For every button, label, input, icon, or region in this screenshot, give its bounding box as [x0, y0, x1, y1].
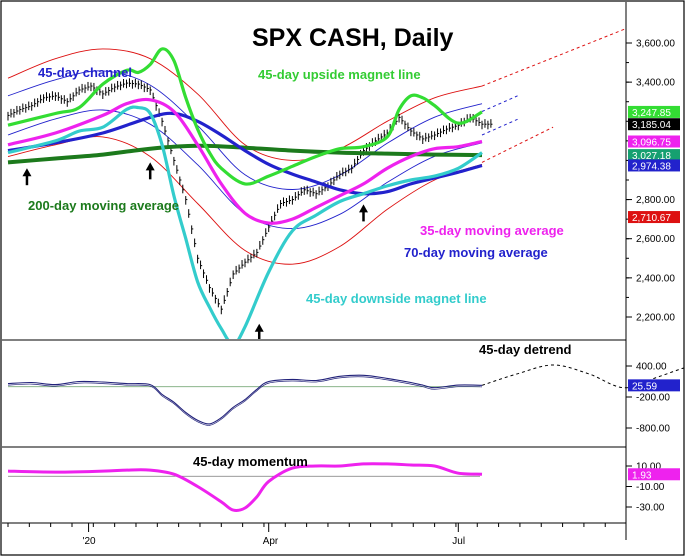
momentum-tick-label: -30.00: [636, 503, 665, 514]
low-arrow-head: [22, 168, 32, 177]
momentum-tick-label: 10.00: [636, 462, 661, 473]
detrend-panel: [7, 364, 685, 426]
momentum-label: 45-day momentum: [193, 454, 308, 469]
value-tag-label: 3,185.04: [632, 120, 671, 131]
detrend-line-noise: [7, 376, 483, 426]
value-tag-bg: [628, 118, 680, 131]
price-tick-label: 3,600.00: [636, 39, 675, 50]
value-tag-bg: [628, 105, 680, 118]
value-tag-bg: [628, 135, 680, 148]
price-tick-label: 2,800.00: [636, 195, 675, 206]
detrend-tag-bg: [628, 379, 680, 392]
axes: 3,600.00 3,400.00 2,800.00 2,600.00 2,400.00…: [7, 39, 675, 547]
momentum-line: [7, 462, 483, 513]
price-panel: [7, 28, 625, 339]
series-ma200: [7, 143, 483, 165]
detrend-line: [7, 374, 483, 425]
value-tag-bg: [628, 149, 680, 162]
value-tag-label: 2,974.38: [632, 161, 671, 172]
series-upside_magnet: [7, 47, 483, 186]
value-tag-bg: [628, 159, 680, 172]
x-tick-label: Apr: [263, 536, 279, 547]
price-tick-label: 3,400.00: [636, 78, 675, 89]
projection-line-1: [481, 95, 518, 112]
projection-line-2: [481, 118, 518, 136]
detrend-tick-label: 400.00: [636, 362, 667, 373]
annotations: 45-day detrend 45-day momentum SPX CASH, D…: [28, 24, 572, 469]
value-tag-bg: [628, 211, 680, 224]
value-tag-label: 2,710.67: [632, 213, 671, 224]
detrend-tick-label: -200.00: [636, 393, 670, 404]
x-tick-label: Jul: [452, 536, 465, 547]
price-tick-label: 2,400.00: [636, 273, 675, 284]
series-ma35: [7, 97, 483, 225]
channel-upper-line: [7, 48, 483, 161]
projection-line-0: [481, 28, 625, 87]
value-tag-label: 3,096.75: [632, 137, 671, 148]
detrend-label: 45-day detrend: [479, 342, 572, 357]
detrend-tag-label: 25.59: [632, 381, 657, 392]
annotation-ma35: 35-day moving average: [420, 223, 564, 238]
momentum-tick-label: -10.00: [636, 482, 665, 493]
low-arrow-head: [145, 162, 155, 171]
momentum-tag-bg: [628, 468, 680, 481]
momentum-panel: [7, 462, 483, 513]
value-tags: 3,247.853,185.04 3,096.75 3,027.182,974.38…: [628, 105, 680, 481]
annotation-upside: 45-day upside magnet line: [258, 67, 421, 82]
value-tag-label: 3,247.85: [632, 108, 671, 119]
annotation-ma70: 70-day moving average: [404, 245, 548, 260]
detrend-tick-label: -800.00: [636, 424, 670, 435]
momentum-tag-label: 1.93: [632, 470, 652, 481]
price-tick-label: 2,200.00: [636, 313, 675, 324]
annotation-channel: 45-day channel: [38, 65, 132, 80]
annotation-ma200: 200-day moving average: [28, 198, 179, 213]
x-tick-label: '20: [83, 536, 96, 547]
value-tag-label: 3,027.18: [632, 151, 671, 162]
low-arrow-head: [254, 323, 264, 332]
low-arrow-head: [359, 204, 368, 213]
projection-line-3: [481, 126, 554, 163]
inner-band-upper: [7, 70, 483, 190]
annotation-downside: 45-day downside magnet line: [306, 291, 487, 306]
chart-title: SPX CASH, Daily: [252, 24, 454, 52]
series-downside_magnet: [7, 105, 483, 339]
price-tick-label: 2,600.00: [636, 234, 675, 245]
